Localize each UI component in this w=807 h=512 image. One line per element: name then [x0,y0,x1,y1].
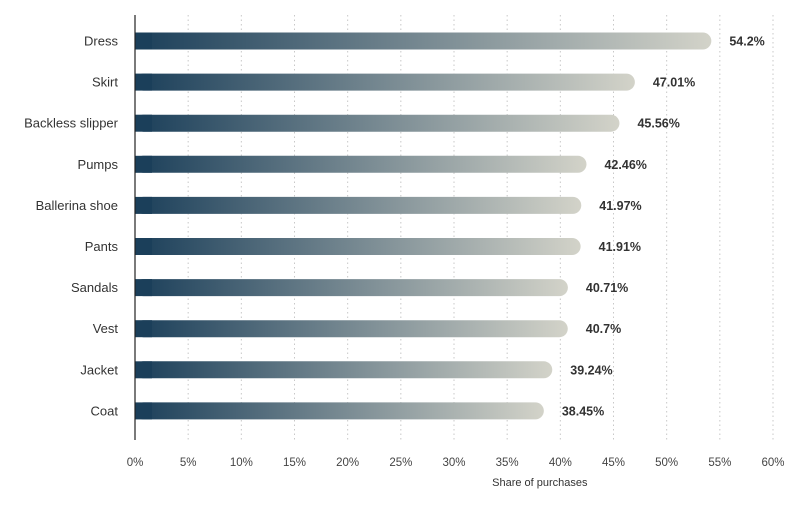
category-label: Jacket [80,362,118,377]
value-label: 40.71% [586,281,628,295]
bar [135,196,582,214]
bar [135,32,712,50]
category-label: Pumps [78,157,119,172]
category-label: Vest [93,321,119,336]
x-tick-label: 25% [389,457,412,469]
x-tick-label: 5% [180,457,197,469]
bar-left-edge [135,32,152,50]
value-label: 42.46% [604,158,646,172]
category-label: Backless slipper [24,116,119,131]
bar-left-edge [135,114,152,132]
x-tick-labels: 0% 5% 10% 15% 20% 25% 30% 35% 40% 45% 50% 55% 60% [127,457,785,469]
category-labels: Dress Skirt Backless slipper Pumps Ballerina… [24,34,119,419]
category-label: Pants [85,239,119,254]
bar-left-edge [135,238,152,255]
bar [135,320,568,338]
value-label: 47.01% [653,76,695,90]
x-axis-title: Share of purchases [492,477,588,489]
category-label: Coat [91,403,119,418]
x-tick-label: 40% [549,457,572,469]
bar [135,238,581,255]
grid-lines [187,15,774,440]
bar [135,361,553,379]
bar [135,114,620,132]
value-labels: 54.2% 47.01% 45.56% 42.46% 41.97% 41.91% 40.71… [562,35,765,419]
x-tick-label: 55% [708,457,731,469]
bar [135,73,635,91]
value-label: 54.2% [729,35,764,49]
bars [135,32,712,420]
bar-left-edge [135,73,152,91]
bar-left-edge [135,361,152,379]
x-tick-label: 0% [127,457,144,469]
category-label: Skirt [92,75,118,90]
x-tick-label: 35% [496,457,519,469]
x-tick-label: 10% [230,457,253,469]
value-label: 38.45% [562,404,604,418]
value-label: 41.91% [599,240,641,254]
value-label: 39.24% [570,363,612,377]
bar [135,155,587,173]
category-label: Dress [84,34,118,49]
bar [135,279,568,297]
x-tick-label: 50% [655,457,678,469]
bar-left-edge [135,196,152,214]
x-tick-label: 45% [602,457,625,469]
value-label: 40.7% [586,322,621,336]
bar-left-edge [135,155,152,173]
value-label: 41.97% [599,199,641,213]
bar [135,402,544,420]
x-tick-label: 60% [761,457,784,469]
bar-left-edge [135,402,152,420]
bar-left-edge [135,320,152,338]
x-tick-label: 30% [442,457,465,469]
value-label: 45.56% [637,117,679,131]
category-label: Ballerina shoe [36,198,118,213]
bar-left-edge [135,279,152,297]
x-tick-label: 15% [283,457,306,469]
category-label: Sandals [71,280,118,295]
x-tick-label: 20% [336,457,359,469]
